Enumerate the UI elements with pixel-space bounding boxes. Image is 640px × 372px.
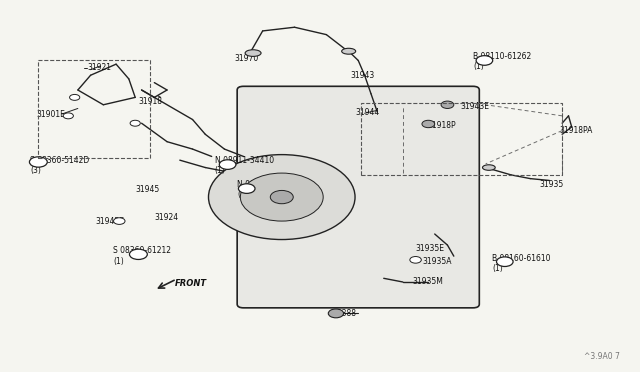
- Text: FRONT: FRONT: [175, 279, 207, 288]
- Circle shape: [129, 249, 147, 260]
- Circle shape: [270, 190, 293, 204]
- Circle shape: [328, 309, 344, 318]
- Text: 31944: 31944: [355, 108, 380, 117]
- Text: 31935E: 31935E: [415, 244, 445, 253]
- Circle shape: [130, 120, 140, 126]
- Circle shape: [113, 218, 125, 224]
- Text: 31945E: 31945E: [96, 217, 125, 225]
- Circle shape: [239, 184, 255, 193]
- Text: 31924: 31924: [154, 213, 179, 222]
- Text: 31918P: 31918P: [427, 121, 456, 130]
- Text: 31935: 31935: [540, 180, 564, 189]
- Text: B 08110-61262
(1): B 08110-61262 (1): [473, 51, 531, 71]
- Text: 31945: 31945: [135, 185, 159, 194]
- Text: 31943E: 31943E: [460, 102, 489, 111]
- Text: 31970: 31970: [234, 54, 258, 63]
- Circle shape: [422, 120, 435, 128]
- Text: 31935A: 31935A: [422, 257, 451, 266]
- Text: B: B: [502, 259, 507, 264]
- Text: N: N: [225, 162, 230, 167]
- Text: N: N: [244, 186, 249, 191]
- Circle shape: [63, 113, 74, 119]
- Text: N 08911-34410
(1): N 08911-34410 (1): [237, 180, 296, 199]
- Text: ^3.9A0 7: ^3.9A0 7: [584, 352, 620, 361]
- Text: 31935M: 31935M: [412, 278, 444, 286]
- Circle shape: [476, 56, 493, 65]
- Ellipse shape: [483, 165, 495, 170]
- Circle shape: [441, 101, 454, 109]
- Circle shape: [70, 94, 80, 100]
- Text: 31921: 31921: [88, 63, 111, 72]
- Circle shape: [220, 160, 236, 169]
- Text: 31901E: 31901E: [36, 109, 65, 119]
- Text: N 08911-34410
(1): N 08911-34410 (1): [215, 156, 274, 175]
- FancyBboxPatch shape: [237, 86, 479, 308]
- Text: B 08160-61610
(1): B 08160-61610 (1): [492, 254, 550, 273]
- Circle shape: [29, 157, 47, 167]
- Text: S 08360-5142D
(3): S 08360-5142D (3): [30, 156, 90, 175]
- Ellipse shape: [245, 50, 261, 57]
- Text: S 08360-61212
(1): S 08360-61212 (1): [113, 247, 171, 266]
- Text: S: S: [136, 252, 141, 257]
- Ellipse shape: [342, 48, 356, 54]
- Circle shape: [209, 155, 355, 240]
- Text: 31918PA: 31918PA: [559, 126, 593, 135]
- Text: 31918: 31918: [138, 97, 163, 106]
- Text: 31943: 31943: [351, 71, 375, 80]
- Circle shape: [410, 257, 421, 263]
- Circle shape: [497, 257, 513, 266]
- Text: B: B: [483, 58, 486, 63]
- Text: S: S: [36, 160, 41, 164]
- Circle shape: [241, 173, 323, 221]
- Text: 31388: 31388: [333, 309, 356, 318]
